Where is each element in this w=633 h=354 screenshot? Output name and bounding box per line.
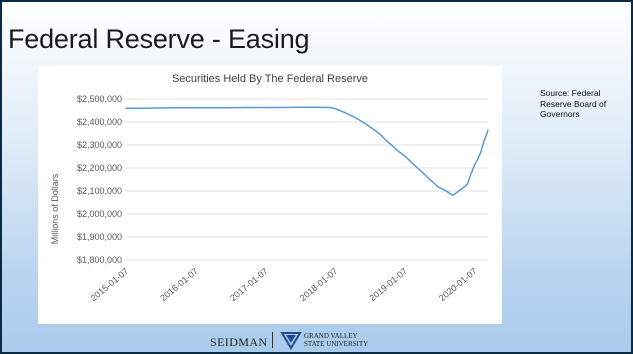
x-tick-label: 2019-01-07: [367, 266, 409, 303]
footer: SEIDMAN GRAND VALLEY STATE UNIVERSITY: [2, 328, 631, 352]
data-point: [414, 165, 416, 167]
x-tick-label: 2016-01-07: [158, 266, 200, 303]
data-point: [176, 107, 178, 109]
data-point: [420, 170, 422, 172]
data-point: [330, 106, 332, 109]
securities-line-chart: Securities Held By The Federal Reserve M…: [50, 73, 489, 303]
chart-container: Securities Held By The Federal Reserve M…: [38, 66, 502, 324]
data-point: [228, 107, 230, 109]
data-point: [195, 107, 197, 109]
y-tick-label: $2,500,000: [77, 94, 122, 104]
data-point: [264, 106, 267, 109]
data-point: [477, 158, 479, 160]
x-tick-label: 2018-01-07: [298, 266, 340, 303]
data-point: [404, 155, 406, 157]
data-point: [246, 106, 248, 109]
data-point: [458, 189, 460, 192]
data-point: [350, 115, 352, 117]
data-point: [356, 118, 358, 120]
data-point: [315, 106, 317, 108]
gvsu-logo-icon: [280, 332, 302, 350]
data-point: [211, 107, 213, 109]
data-point: [362, 121, 364, 123]
y-tick-label: $1,800,000: [77, 255, 122, 265]
data-point: [473, 164, 476, 166]
y-tick-label: $2,200,000: [77, 163, 122, 173]
x-tick-label: 2017-01-07: [228, 266, 270, 303]
gvsu-wordmark: GRAND VALLEY STATE UNIVERSITY: [304, 332, 368, 348]
data-point: [158, 107, 160, 109]
x-tick-label: 2020-01-07: [437, 266, 479, 303]
data-point: [339, 109, 341, 112]
y-tick-labels: $2,500,000 $2,400,000 $2,300,000 $2,200,000…: [77, 94, 122, 265]
slide-title: Federal Reserve - Easing: [8, 24, 310, 54]
data-point: [397, 150, 399, 152]
y-tick-label: $2,100,000: [77, 186, 122, 196]
chart-title: Securities Held By The Federal Reserve: [172, 73, 368, 85]
series-line: [126, 106, 489, 196]
data-point: [409, 160, 411, 162]
gvsu-line-1: GRAND VALLEY: [304, 332, 358, 340]
data-point: [280, 106, 283, 109]
x-tick-labels: 2015-01-07 2016-01-07 2017-01-07 2018-01-07…: [89, 266, 479, 303]
series-layer: [125, 106, 489, 196]
data-point: [448, 192, 450, 194]
data-point: [426, 175, 428, 178]
seidman-wordmark: SEIDMAN: [210, 335, 268, 349]
x-tick-label: 2015-01-07: [89, 266, 131, 303]
data-point: [463, 186, 465, 188]
y-tick-label: $2,000,000: [77, 209, 122, 219]
footer-divider: [272, 332, 273, 348]
gvsu-line-2: STATE UNIVERSITY: [304, 340, 369, 348]
y-tick-label: $2,300,000: [77, 140, 122, 150]
y-tick-label: $2,400,000: [77, 117, 122, 127]
data-point: [385, 139, 387, 141]
data-point: [379, 134, 381, 136]
data-point: [344, 112, 346, 114]
source-note: Source: Federal Reserve Board of Governo…: [540, 88, 607, 119]
y-tick-label: $1,900,000: [77, 232, 122, 242]
data-point: [466, 183, 468, 185]
data-point: [334, 108, 336, 110]
data-point: [437, 186, 439, 188]
data-point: [443, 189, 445, 191]
data-point: [455, 192, 457, 194]
data-point: [483, 140, 485, 143]
data-point: [367, 125, 370, 127]
data-point: [470, 173, 472, 175]
data-point: [452, 194, 454, 196]
data-point: [485, 134, 488, 136]
data-point: [298, 106, 300, 108]
gridlines: [126, 98, 488, 261]
data-point: [480, 151, 482, 153]
data-point: [125, 107, 127, 109]
data-point: [431, 181, 434, 183]
data-point: [373, 129, 376, 131]
data-point: [391, 144, 393, 147]
data-point: [487, 129, 489, 131]
y-axis-label: Millions of Dollars: [50, 173, 60, 244]
data-point: [141, 107, 143, 109]
